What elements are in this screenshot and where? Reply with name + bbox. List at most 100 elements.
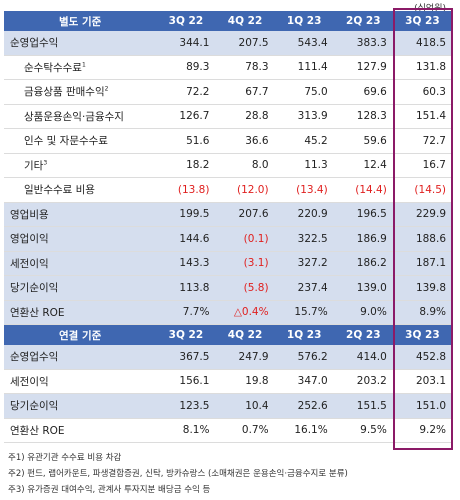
value-cell: 111.4 xyxy=(274,55,334,80)
header-cell: 2Q 23 xyxy=(333,11,393,31)
table-row: 순영업수익 344.1 207.5 543.4 383.3 418.5 xyxy=(4,31,452,56)
value-cell: 45.2 xyxy=(274,128,334,154)
value-cell: (14.4) xyxy=(333,177,393,203)
row-label-text: 순영업수익 xyxy=(10,37,59,50)
row-label-text: 연환산 ROE xyxy=(10,424,65,437)
row-label-text: 순수탁수수료 xyxy=(24,61,82,74)
footnote-marker: 1 xyxy=(81,61,86,69)
value-cell: 414.0 xyxy=(333,345,393,370)
table-row: 영업이익 144.6 (0.1) 322.5 186.9 188.6 xyxy=(4,226,452,252)
footnote: 주2) 펀드, 랩어카운트, 파생결합증권, 신탁, 방카슈랑스 (소매채권은 … xyxy=(8,469,348,479)
row-label-text: 영업비용 xyxy=(10,208,49,221)
value-cell: 151.5 xyxy=(333,393,393,419)
table-row: 인수 및 자문수수료 51.6 36.6 45.2 59.6 72.7 xyxy=(4,128,452,154)
value-cell: 18.2 xyxy=(156,153,216,178)
value-cell: (14.5) xyxy=(392,177,452,203)
value-cell: 60.3 xyxy=(392,79,452,105)
row-label-text: 세전이익 xyxy=(10,257,49,270)
row-label-text: 기타 xyxy=(24,159,44,172)
value-cell: 196.5 xyxy=(333,202,393,227)
header-cell: 3Q 23 xyxy=(392,324,452,345)
value-cell: 8.1% xyxy=(156,418,216,443)
value-cell: 156.1 xyxy=(156,369,216,394)
table-row: 당기순이익 113.8 (5.8) 237.4 139.0 139.8 xyxy=(4,275,452,301)
value-cell: 237.4 xyxy=(274,275,334,301)
value-cell: △0.4% xyxy=(215,300,275,325)
value-cell: 8.0 xyxy=(215,153,275,178)
table-row: 당기순이익 123.5 10.4 252.6 151.5 151.0 xyxy=(4,393,452,419)
row-label: 영업비용 xyxy=(4,202,157,227)
header-cell: 연결 기준 xyxy=(4,324,157,345)
row-label-text: 당기순이익 xyxy=(10,400,59,413)
row-label: 일반수수료 비용 xyxy=(4,177,157,203)
value-cell: 543.4 xyxy=(274,31,334,56)
header-cell: 4Q 22 xyxy=(215,11,275,31)
value-cell: 144.6 xyxy=(156,226,216,252)
value-cell: 199.5 xyxy=(156,202,216,227)
value-cell: 383.3 xyxy=(333,31,393,56)
row-label-text: 세전이익 xyxy=(10,375,49,388)
value-cell: 75.0 xyxy=(274,79,334,105)
value-cell: 327.2 xyxy=(274,251,334,276)
consolidated-header-row: 연결 기준 3Q 22 4Q 22 1Q 23 2Q 23 3Q 23 xyxy=(4,324,452,345)
value-cell: 59.6 xyxy=(333,128,393,154)
row-label: 인수 및 자문수수료 xyxy=(4,128,157,154)
value-cell: 72.2 xyxy=(156,79,216,105)
row-label-text: 인수 및 자문수수료 xyxy=(24,135,108,148)
row-label: 당기순이익 xyxy=(4,393,157,419)
value-cell: (3.1) xyxy=(215,251,275,276)
row-label: 영업이익 xyxy=(4,226,157,252)
footnotes: 주1) 유관기관 수수료 비용 차감 주2) 펀드, 랩어카운트, 파생결합증권… xyxy=(8,450,348,498)
value-cell: 123.5 xyxy=(156,393,216,419)
value-cell: 126.7 xyxy=(156,104,216,129)
value-cell: 252.6 xyxy=(274,393,334,419)
value-cell: 188.6 xyxy=(392,226,452,252)
value-cell: 10.4 xyxy=(215,393,275,419)
row-label-text: 순영업수익 xyxy=(10,351,59,364)
value-cell: 576.2 xyxy=(274,345,334,370)
value-cell: 16.1% xyxy=(274,418,334,443)
value-cell: 78.3 xyxy=(215,55,275,80)
value-cell: 11.3 xyxy=(274,153,334,178)
row-label: 금융상품 판매수익2 xyxy=(4,79,157,105)
row-label: 연환산 ROE xyxy=(4,300,157,325)
value-cell: 89.3 xyxy=(156,55,216,80)
value-cell: 203.1 xyxy=(392,369,452,394)
footnote-marker: 3 xyxy=(43,159,48,167)
table-row: 세전이익 143.3 (3.1) 327.2 186.2 187.1 xyxy=(4,251,452,276)
value-cell: 151.4 xyxy=(392,104,452,129)
value-cell: 69.6 xyxy=(333,79,393,105)
row-label: 순수탁수수료1 xyxy=(4,55,157,80)
value-cell: 313.9 xyxy=(274,104,334,129)
value-cell: 15.7% xyxy=(274,300,334,325)
row-label-text: 영업이익 xyxy=(10,233,49,246)
value-cell: 207.6 xyxy=(215,202,275,227)
value-cell: 220.9 xyxy=(274,202,334,227)
value-cell: 186.2 xyxy=(333,251,393,276)
value-cell: 322.5 xyxy=(274,226,334,252)
row-label: 기타3 xyxy=(4,153,157,178)
table-row: 순수탁수수료1 89.3 78.3 111.4 127.9 131.8 xyxy=(4,55,452,80)
row-label: 연환산 ROE xyxy=(4,418,157,443)
value-cell: 452.8 xyxy=(392,345,452,370)
value-cell: 127.9 xyxy=(333,55,393,80)
table-row: 상품운용손익·금융수지 126.7 28.8 313.9 128.3 151.4 xyxy=(4,104,452,129)
table-row: 연환산 ROE 7.7% △0.4% 15.7% 9.0% 8.9% xyxy=(4,300,452,325)
value-cell: 207.5 xyxy=(215,31,275,56)
row-label-text: 상품운용손익·금융수지 xyxy=(24,110,124,123)
header-cell: 4Q 22 xyxy=(215,324,275,345)
header-cell: 3Q 22 xyxy=(156,324,216,345)
value-cell: 7.7% xyxy=(156,300,216,325)
value-cell: 347.0 xyxy=(274,369,334,394)
value-cell: 186.9 xyxy=(333,226,393,252)
value-cell: 9.0% xyxy=(333,300,393,325)
value-cell: 418.5 xyxy=(392,31,452,56)
header-cell: 3Q 23 xyxy=(392,11,452,31)
footnote-marker: 2 xyxy=(104,85,109,93)
value-cell: 12.4 xyxy=(333,153,393,178)
header-cell: 3Q 22 xyxy=(156,11,216,31)
row-label-text: 연환산 ROE xyxy=(10,306,65,319)
row-label-text: 금융상품 판매수익 xyxy=(24,86,105,99)
value-cell: 51.6 xyxy=(156,128,216,154)
value-cell: 247.9 xyxy=(215,345,275,370)
